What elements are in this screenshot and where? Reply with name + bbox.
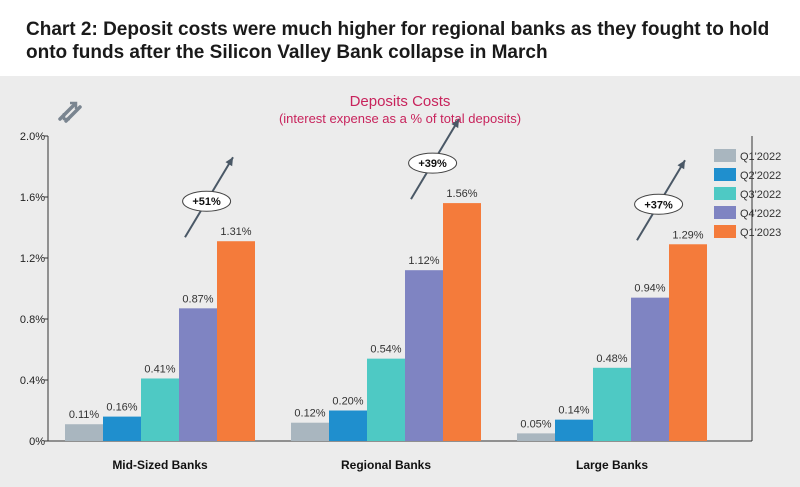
growth-badge	[634, 193, 684, 215]
bars: 0.11% 0.16% 0.41% 0.87% 1.31% 0.12% 0.20% 0.54%…	[65, 188, 707, 441]
growth-arrow-head	[225, 157, 233, 167]
growth-badge	[182, 190, 232, 212]
data-label: 0.87%	[182, 293, 213, 305]
data-label: 0.16%	[106, 402, 137, 414]
data-label: 0.48%	[596, 353, 627, 365]
bar	[555, 419, 593, 441]
growth-arrow-head	[677, 160, 685, 170]
chart-panel: Deposits Costs (interest expense as a % …	[0, 76, 800, 487]
annotations: +51% +39% +37%	[182, 118, 686, 241]
category-label: Large Banks	[576, 458, 648, 472]
data-label: 1.31%	[220, 226, 251, 238]
chart-subtitle: (interest expense as a % of total deposi…	[279, 111, 521, 126]
bar	[517, 433, 555, 441]
data-label: 0.54%	[370, 344, 401, 356]
growth-label: +51%	[192, 196, 221, 208]
legend-label: Q3'2022	[740, 189, 781, 201]
category-label: Regional Banks	[341, 458, 431, 472]
legend-label: Q1'2023	[740, 227, 781, 239]
y-tick-label: 1.6%	[20, 192, 45, 204]
legend-swatch	[714, 206, 736, 219]
bar	[631, 297, 669, 441]
y-tick-label: 0%	[29, 436, 45, 448]
growth-label: +37%	[644, 199, 673, 211]
category-label: Mid-Sized Banks	[112, 458, 208, 472]
data-label: 0.20%	[332, 396, 363, 408]
data-label: 1.29%	[672, 229, 703, 241]
chart-title: Deposits Costs	[350, 93, 451, 110]
data-label: 0.11%	[69, 409, 100, 421]
data-label: 0.94%	[634, 283, 665, 295]
data-label: 0.12%	[294, 408, 325, 420]
axes: 0% 0.4% 0.8% 1.2% 1.6% 2.0% Mid-Sized Banks Reg…	[20, 131, 753, 472]
legend-swatch	[714, 187, 736, 200]
y-tick-label: 0.4%	[20, 375, 45, 387]
bar	[65, 424, 103, 441]
bar	[217, 241, 255, 441]
bar	[179, 308, 217, 441]
y-tick-label: 0.8%	[20, 314, 45, 326]
legend-swatch	[714, 168, 736, 181]
bar	[593, 367, 631, 441]
legend-label: Q2'2022	[740, 170, 781, 182]
data-label: 0.41%	[144, 363, 175, 375]
headline: Chart 2: Deposit costs were much higher …	[26, 19, 770, 63]
bar	[669, 244, 707, 441]
bar-chart: Deposits Costs (interest expense as a % …	[20, 93, 781, 472]
bar	[103, 416, 141, 441]
data-label: 0.14%	[558, 405, 589, 417]
legend-swatch	[714, 149, 736, 162]
legend-swatch	[714, 225, 736, 238]
growth-label: +39%	[418, 158, 447, 170]
bar	[405, 270, 443, 441]
growth-badge	[408, 152, 458, 174]
legend-label: Q1'2022	[740, 151, 781, 163]
data-label: 0.05%	[520, 418, 551, 430]
growth-arrow-head	[451, 119, 459, 129]
bar	[141, 378, 179, 441]
legend: Q1'2022 Q2'2022 Q3'2022 Q4'2022 Q1'2023	[714, 149, 781, 239]
bar	[443, 203, 481, 441]
logo-icon	[58, 101, 82, 123]
bar	[367, 358, 405, 441]
data-label: 1.12%	[408, 255, 439, 267]
bar	[329, 410, 367, 441]
y-tick-label: 2.0%	[20, 131, 45, 143]
data-label: 1.56%	[446, 188, 477, 200]
y-tick-label: 1.2%	[20, 253, 45, 265]
bar	[291, 422, 329, 441]
legend-label: Q4'2022	[740, 208, 781, 220]
